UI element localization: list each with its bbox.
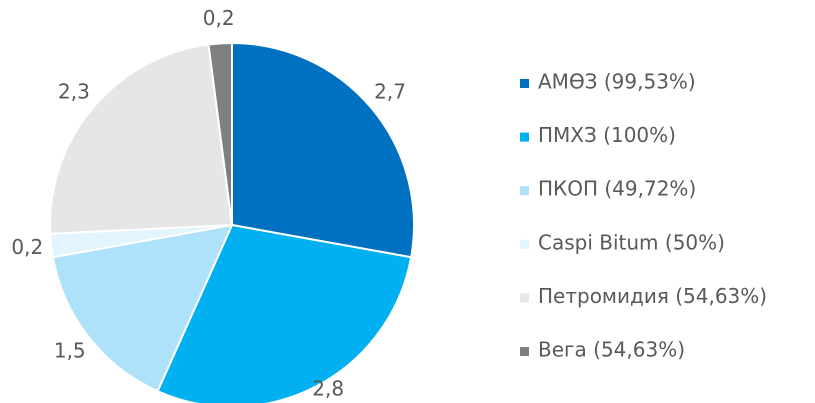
- legend-swatch: [520, 132, 529, 142]
- legend-swatch: [520, 239, 529, 249]
- data-label: 2,8: [312, 377, 344, 401]
- legend-label: Caspi Bitum (50%): [538, 230, 725, 254]
- data-label: 0,2: [11, 235, 43, 259]
- pie-slice: [207, 41, 233, 226]
- pie-slice: [51, 223, 234, 393]
- legend-swatch: [520, 186, 529, 196]
- pie-slice: [49, 43, 234, 235]
- legend-label: Вега (54,63%): [538, 338, 685, 362]
- pie-slice: [156, 223, 413, 403]
- legend-label: Петромидия (54,63%): [538, 284, 767, 308]
- data-label: 0,2: [203, 6, 235, 30]
- legend-label: АМӨЗ (99,53%): [538, 70, 696, 94]
- data-label: 2,7: [374, 79, 406, 103]
- legend-label: ПКОП (49,72%): [538, 177, 696, 201]
- legend-swatch: [520, 347, 529, 356]
- legend-swatch: [520, 79, 529, 88]
- data-label: 2,3: [58, 79, 90, 103]
- data-label: 1,5: [54, 338, 86, 362]
- legend-swatch: [520, 293, 529, 303]
- pie-slice: [231, 41, 415, 259]
- legend-label: ПМХЗ (100%): [538, 123, 676, 147]
